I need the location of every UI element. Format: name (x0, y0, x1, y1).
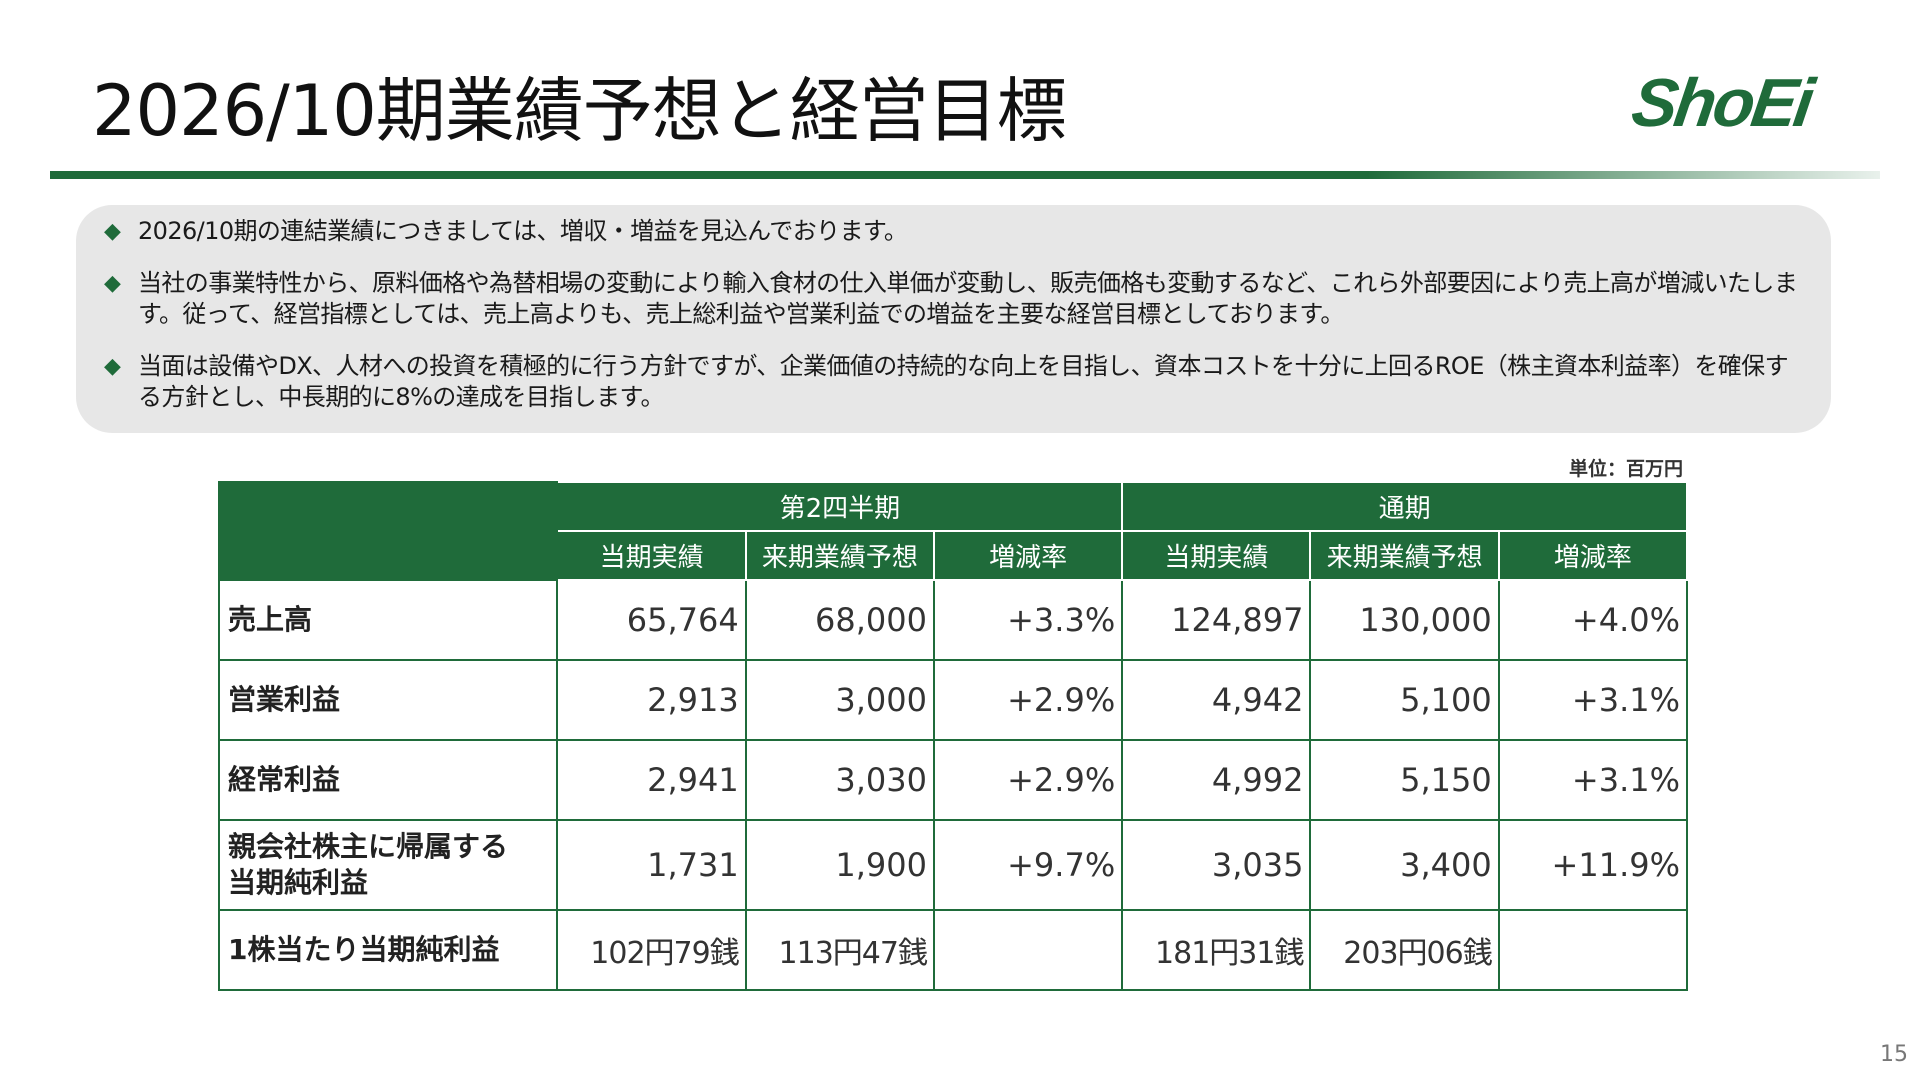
column-header: 来期業績予想 (1309, 530, 1500, 581)
row-label-line: 親会社株主に帰属する (228, 830, 509, 863)
column-header: 来期業績予想 (744, 530, 935, 581)
row-label-line: 当期純利益 (228, 866, 369, 899)
table-cell: 130,000 (1309, 579, 1500, 661)
forecast-table: 第2四半期 通期 当期実績 来期業績予想 増減率 当期実績 来期業績予想 増減率… (217, 481, 1689, 991)
table-cell: 102円79銭 (556, 909, 747, 991)
note-item: ◆ 当社の事業特性から、原料価格や為替相場の変動により輸入食材の仕入単価が変動し… (104, 268, 1809, 330)
table-cell: 65,764 (556, 579, 747, 661)
shoei-logo: ShoEi (1617, 64, 1837, 144)
diamond-bullet-icon: ◆ (104, 354, 121, 379)
table-cell: 4,992 (1121, 739, 1312, 821)
table-cell: 181円31銭 (1121, 909, 1312, 991)
column-header: 増減率 (932, 530, 1124, 581)
table-cell: 2,913 (556, 659, 747, 741)
table-row: 1株当たり当期純利益 102円79銭 113円47銭 181円31銭 203円0… (217, 909, 1689, 991)
table-cell: 3,035 (1121, 819, 1312, 911)
row-label: 1株当たり当期純利益 (217, 909, 559, 991)
table-cell (1497, 909, 1689, 991)
table-cell: +3.3% (932, 579, 1124, 661)
column-header: 増減率 (1497, 530, 1689, 581)
table-cell: 113円47銭 (744, 909, 935, 991)
table-cell: 203円06銭 (1309, 909, 1500, 991)
column-header: 当期実績 (556, 530, 747, 581)
unit-label: 単位：百万円 (1568, 458, 1683, 480)
table-cell: +4.0% (1497, 579, 1689, 661)
table-cell: +11.9% (1497, 819, 1689, 911)
table-row: 売上高 65,764 68,000 +3.3% 124,897 130,000 … (217, 579, 1689, 661)
table-cell (932, 909, 1124, 991)
table-cell: 3,400 (1309, 819, 1500, 911)
row-label: 売上高 (217, 579, 559, 661)
note-text: 当社の事業特性から、原料価格や為替相場の変動により輸入食材の仕入単価が変動し、販… (138, 269, 1798, 328)
table-cell: 3,030 (744, 739, 935, 821)
notes-panel: ◆ 2026/10期の連結業績につきましては、増収・増益を見込んでおります。 ◆… (76, 205, 1831, 433)
table-corner-header (217, 481, 559, 581)
table-cell: 2,941 (556, 739, 747, 821)
table-cell: 3,000 (744, 659, 935, 741)
group-header-full-year: 通期 (1121, 481, 1688, 532)
shoei-logo-graphic: ShoEi (1627, 65, 1820, 141)
table-row: 経常利益 2,941 3,030 +2.9% 4,992 5,150 +3.1% (217, 739, 1689, 821)
table-cell: +3.1% (1497, 659, 1689, 741)
table-row: 営業利益 2,913 3,000 +2.9% 4,942 5,100 +3.1% (217, 659, 1689, 741)
page-title: 2026/10期業績予想と経営目標 (92, 70, 1067, 152)
table-cell: +9.7% (932, 819, 1124, 911)
table-cell: +2.9% (932, 739, 1124, 821)
table-cell: 1,900 (744, 819, 935, 911)
page-number: 15 (1880, 1042, 1908, 1067)
table-cell: 124,897 (1121, 579, 1312, 661)
row-label: 経常利益 (217, 739, 559, 821)
column-header: 当期実績 (1121, 530, 1312, 581)
diamond-bullet-icon: ◆ (104, 271, 121, 296)
table-cell: 68,000 (744, 579, 935, 661)
table-cell: 4,942 (1121, 659, 1312, 741)
title-divider (50, 171, 1880, 179)
note-item: ◆ 2026/10期の連結業績につきましては、増収・増益を見込んでおります。 (104, 216, 1809, 247)
row-label: 営業利益 (217, 659, 559, 741)
note-text: 当面は設備やDX、人材への投資を積極的に行う方針ですが、企業価値の持続的な向上を… (138, 352, 1789, 411)
table-row: 親会社株主に帰属する 当期純利益 1,731 1,900 +9.7% 3,035… (217, 819, 1689, 911)
note-text: 2026/10期の連結業績につきましては、増収・増益を見込んでおります。 (138, 217, 908, 245)
table-cell: +3.1% (1497, 739, 1689, 821)
row-label: 親会社株主に帰属する 当期純利益 (217, 819, 559, 911)
table-cell: 1,731 (556, 819, 747, 911)
logo-text: ShoEi (1627, 65, 1820, 141)
table-cell: 5,100 (1309, 659, 1500, 741)
diamond-bullet-icon: ◆ (104, 219, 121, 244)
table-cell: +2.9% (932, 659, 1124, 741)
note-item: ◆ 当面は設備やDX、人材への投資を積極的に行う方針ですが、企業価値の持続的な向… (104, 351, 1809, 413)
group-header-q2: 第2四半期 (556, 481, 1124, 532)
table-cell: 5,150 (1309, 739, 1500, 821)
